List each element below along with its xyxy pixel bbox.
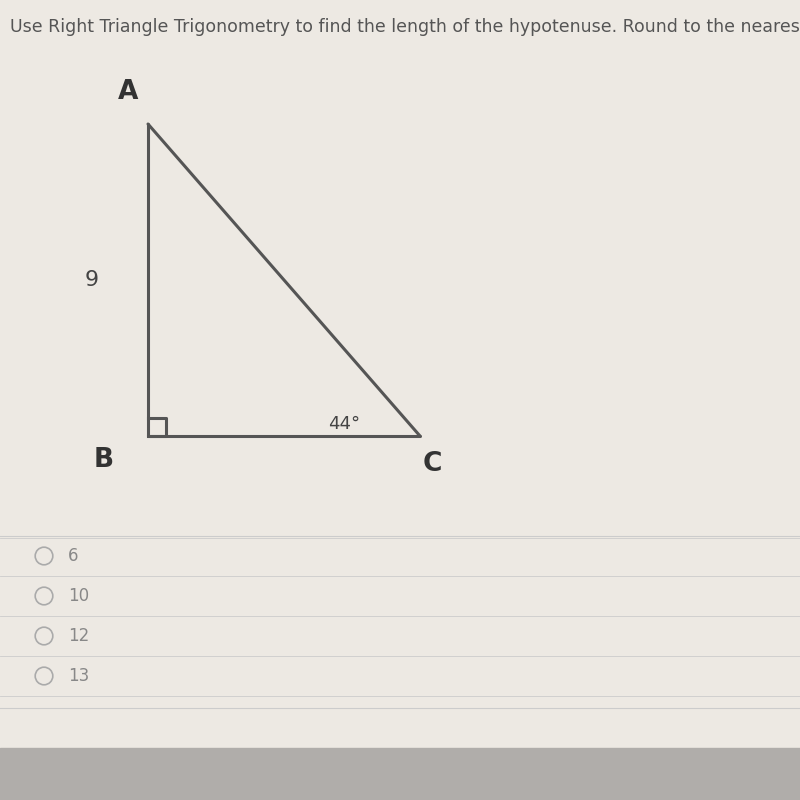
Bar xyxy=(0,748,800,800)
Text: C: C xyxy=(422,451,442,477)
Text: 12: 12 xyxy=(68,627,90,645)
Text: Use Right Triangle Trigonometry to find the length of the hypotenuse. Round to t: Use Right Triangle Trigonometry to find … xyxy=(10,18,800,35)
Text: 6: 6 xyxy=(68,547,78,565)
Text: 9: 9 xyxy=(85,270,99,290)
Text: 10: 10 xyxy=(68,587,89,605)
Text: 44°: 44° xyxy=(328,415,360,433)
Text: B: B xyxy=(94,447,114,473)
Text: 13: 13 xyxy=(68,667,90,685)
Text: A: A xyxy=(118,79,138,105)
